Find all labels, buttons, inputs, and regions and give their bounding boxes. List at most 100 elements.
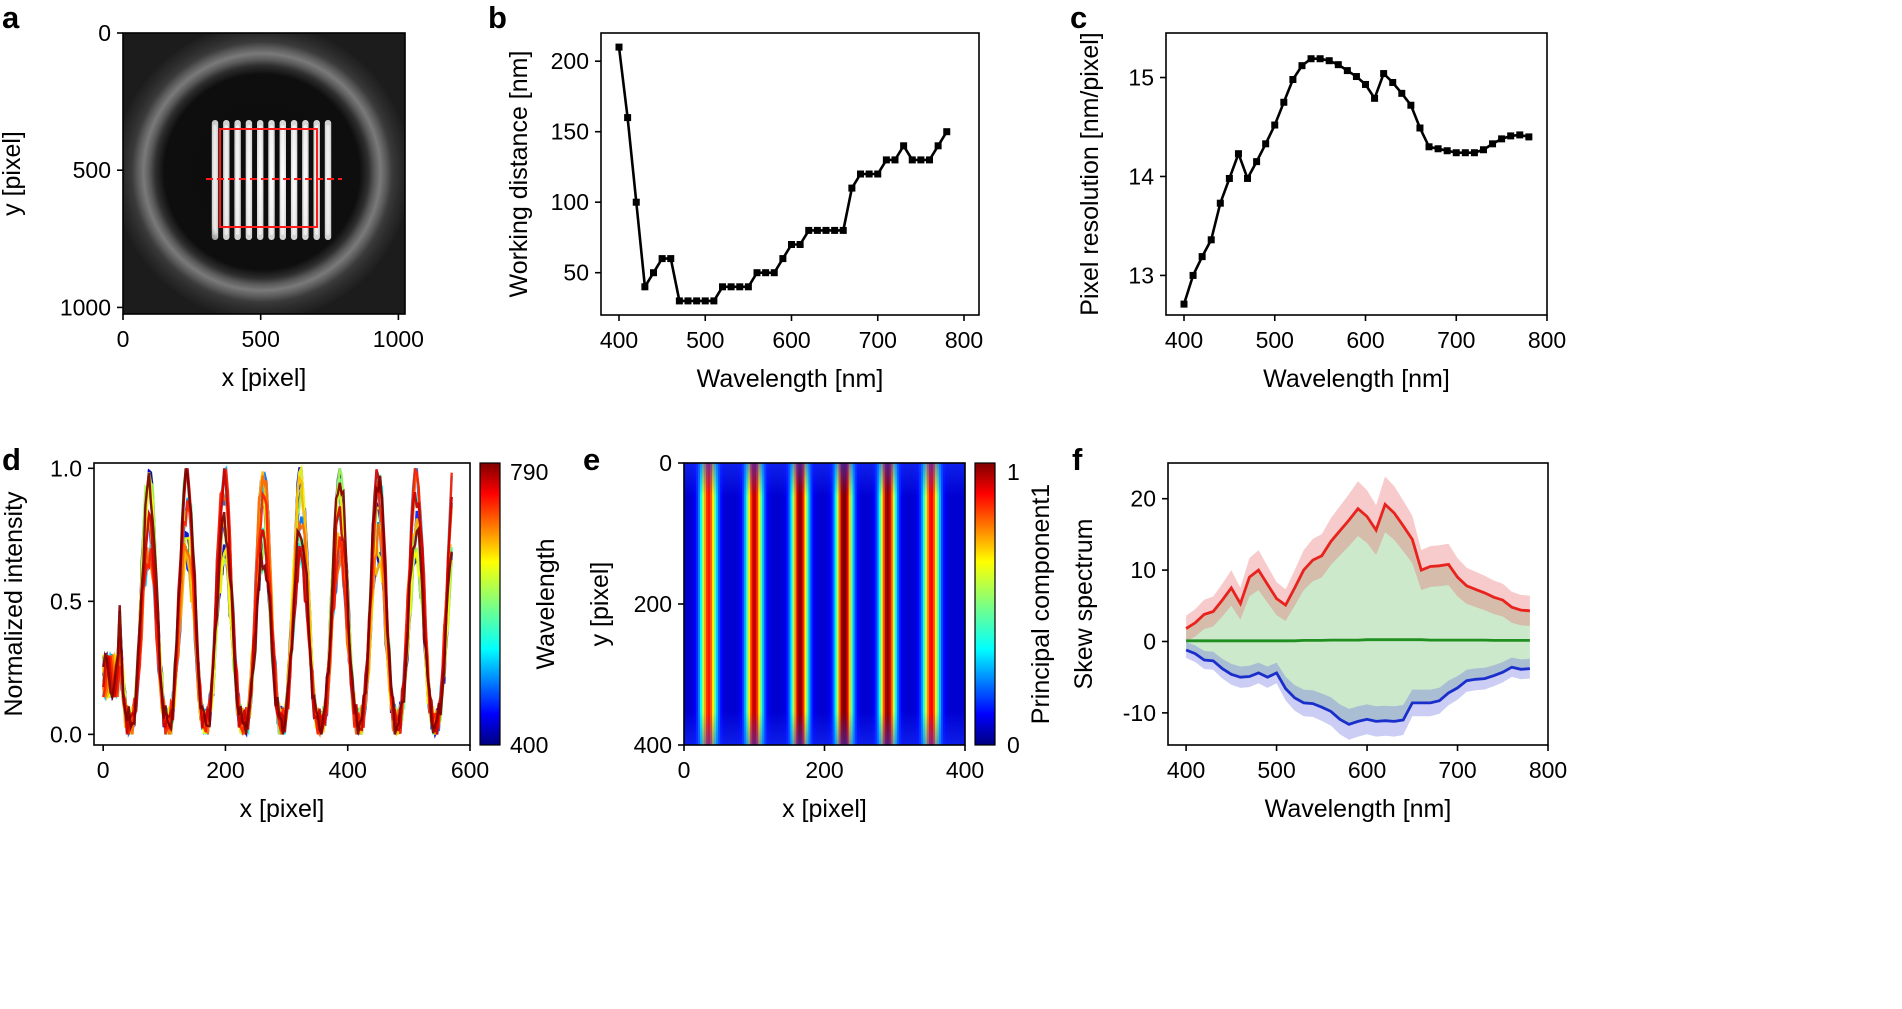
xtick-label: 400 (1165, 327, 1203, 353)
x-axis-label: Wavelength [nm] (1265, 795, 1452, 823)
ytick-label: 13 (1128, 262, 1154, 288)
ytick-label: 0.5 (50, 588, 82, 614)
colorbar-max-label: 1 (1007, 459, 1020, 485)
panel-b: b 400 500 600 700 800 Wavelength [nm] 50 100 150… (488, 0, 983, 393)
ytick-label: 20 (1130, 486, 1156, 512)
data-point (779, 255, 787, 263)
pc1-colorbar (974, 462, 996, 746)
colorbar-max-label: 790 (510, 459, 548, 485)
data-point (1362, 80, 1369, 88)
y-axis-label: Working distance [nm] (505, 51, 533, 298)
data-point (650, 269, 657, 277)
xtick-label: 200 (805, 757, 843, 783)
x-axis-label: x [pixel] (240, 795, 325, 823)
data-point (1180, 300, 1188, 308)
data-point (1253, 158, 1261, 166)
xtick-label: 0 (678, 757, 691, 783)
min-band (1186, 642, 1530, 740)
colorbar-min-label: 400 (510, 732, 548, 758)
xtick-label: 800 (945, 327, 983, 353)
data-point (822, 226, 830, 234)
panel-c-label: c (1070, 0, 1087, 35)
data-point (908, 156, 916, 164)
data-point (753, 269, 761, 277)
data-point (891, 156, 899, 164)
xtick-label: 600 (772, 327, 810, 353)
data-point (1298, 62, 1306, 70)
xtick-label: 700 (859, 327, 897, 353)
data-point (1516, 131, 1524, 139)
data-point (615, 43, 623, 51)
panel-d: d 0 200 400 600 x [pixel] 0.0 0.5 1.0 Normalized… (0, 442, 560, 823)
data-point (788, 241, 795, 248)
y-axis-label: y [pixel] (586, 562, 614, 647)
ytick-label: 0 (659, 450, 672, 476)
ytick-label: 0 (1143, 628, 1156, 654)
xtick-label: 600 (1348, 757, 1386, 783)
working-distance-line (617, 46, 948, 303)
data-point (865, 170, 873, 178)
data-point (1498, 135, 1506, 143)
xtick-label: 400 (600, 327, 638, 353)
y-axis-label: Pixel resolution [nm/pixel] (1076, 32, 1104, 315)
data-point (675, 297, 683, 305)
data-point (1461, 149, 1469, 157)
data-point (762, 269, 770, 277)
data-point (1434, 145, 1442, 153)
ytick-label: 100 (551, 189, 589, 215)
data-point (1216, 199, 1224, 207)
x-axis-label: Wavelength [nm] (1263, 365, 1450, 393)
xtick-label: 500 (686, 327, 724, 353)
data-point (1425, 143, 1433, 151)
x-axis-label: x [pixel] (222, 364, 307, 392)
wavelength-colorbar (479, 462, 501, 746)
data-point (693, 297, 701, 305)
panel-b-label: b (488, 0, 507, 35)
data-point (1416, 124, 1424, 132)
data-point (831, 226, 839, 234)
xtick-label: 400 (329, 757, 367, 783)
xtick-label: 700 (1437, 327, 1475, 353)
xtick-label: 0 (97, 757, 110, 783)
xtick-label: 200 (206, 757, 244, 783)
range-band (1186, 504, 1530, 725)
xtick-label: 500 (1257, 757, 1295, 783)
xtick-label: 600 (1346, 327, 1384, 353)
ytick-label: 0 (98, 20, 111, 46)
data-point (1307, 55, 1315, 63)
ytick-label: 400 (634, 732, 672, 758)
data-point (926, 156, 933, 164)
data-point (710, 297, 718, 305)
panel-f: f 400 500 600 700 800 Wavelength [nm] -10 0 10 20… (1070, 442, 1567, 823)
data-point (943, 128, 951, 136)
data-point (1407, 101, 1415, 109)
data-point (1525, 133, 1533, 141)
y-axis-label: y [pixel] (0, 131, 26, 216)
data-point (813, 226, 821, 234)
xtick-label: 500 (242, 326, 280, 352)
data-point (1452, 149, 1460, 157)
data-point (744, 283, 752, 291)
data-point (1389, 78, 1397, 86)
xtick-label: 600 (451, 757, 489, 783)
panel-e-label: e (583, 442, 600, 477)
ytick-label: 10 (1130, 557, 1156, 583)
pixel-resolution-line (1182, 57, 1530, 305)
data-point (1371, 94, 1379, 102)
data-point (727, 283, 735, 291)
data-point (1507, 132, 1515, 140)
data-point (1352, 73, 1360, 81)
data-point (1470, 149, 1478, 157)
data-point (1234, 150, 1242, 158)
data-point (1380, 70, 1388, 78)
heatmap-fade (684, 463, 965, 745)
data-point (641, 283, 649, 291)
data-point (1271, 121, 1279, 129)
fringe-stripe-core (224, 125, 228, 235)
ytick-label: 1000 (60, 294, 111, 320)
max-band (1186, 476, 1530, 642)
x-axis-label: Wavelength [nm] (697, 365, 884, 393)
data-point (658, 255, 666, 263)
data-point (770, 269, 778, 277)
data-point (857, 170, 864, 178)
